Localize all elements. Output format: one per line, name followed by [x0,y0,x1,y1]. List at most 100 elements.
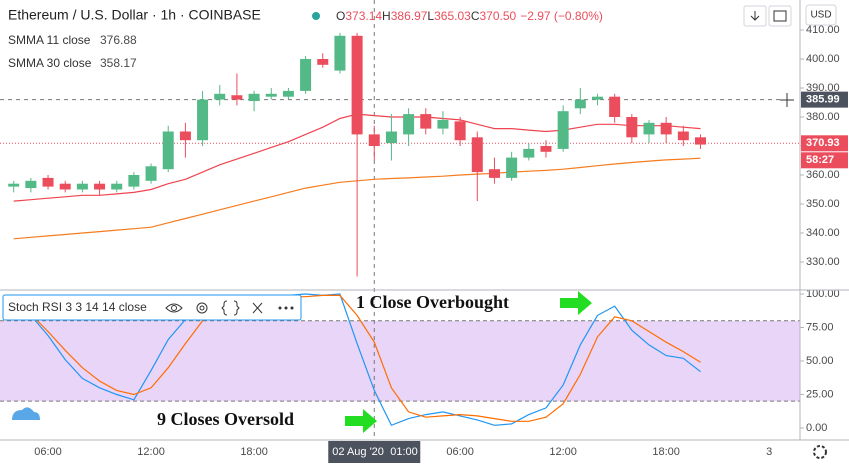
x-tick-label: 01:00 [390,446,418,458]
candle-body [488,169,500,178]
logo [12,407,40,420]
candle-body [59,183,71,190]
y-tick-label: 340.00 [806,227,840,239]
annotation-arrow [345,409,377,433]
candle-body [128,175,140,187]
candle-body [626,117,638,138]
candle-body [506,157,518,178]
y-tick-label: 360.00 [806,169,840,181]
candle-body [403,114,415,135]
candle-body [351,35,363,135]
candle-body [591,96,603,100]
candle-body [574,99,586,109]
last-price-label: 370.93 [806,137,840,149]
candle-body [42,177,54,187]
oscillator-line [13,293,701,427]
more-icon[interactable] [278,306,294,310]
down-icon [750,11,760,21]
y-tick-label: 75.00 [806,321,834,333]
annotation-arrow [560,291,592,315]
candle-body [437,119,449,129]
source-icon[interactable] [221,300,240,316]
ohlc-label: H [382,9,391,23]
candle-body [695,137,706,145]
candle-body [317,59,329,65]
candle-body [111,183,123,190]
add-alert-icon[interactable] [780,93,794,107]
candle-body [145,166,157,181]
ohlc-label: L [427,9,434,23]
candle-body [540,146,552,152]
candle-body [300,59,312,91]
x-tick-label: 12:00 [549,446,577,458]
ohlc-value: 373.14 [345,9,382,23]
candle-body [660,122,672,135]
legend-value: 358.17 [100,56,137,70]
ohlc-value: 365.03 [434,9,471,23]
ohlc-value: 386.97 [391,9,428,23]
crosshair-price-label-box [801,91,848,108]
crosshair-date: 02 Aug '20 [332,446,384,458]
candle-body [420,114,432,129]
x-tick-label: 18:00 [652,446,680,458]
reset-icon [773,10,787,22]
legend-entry: SMMA 11 close [8,33,91,47]
candle-body [334,35,346,71]
candle-body [471,137,483,173]
overbought-oversold-band [0,320,800,402]
ohlc-change: −2.97 (−0.80%) [520,9,603,23]
chart-title: Ethereum / U.S. Dollar · 1h · COINBASE [8,7,261,23]
annotation: 9 Closes Oversold [157,409,294,429]
y-tick-label: 0.00 [806,422,827,434]
bar-countdown-box [801,152,848,169]
candle-body [282,90,294,97]
y-tick-label: 350.00 [806,198,840,210]
candle-body [248,93,260,102]
legend-value: 376.88 [100,33,137,47]
indicator-title: Stoch RSI 3 3 14 14 close [8,300,147,314]
ohlc-summary: O373.14H386.97L365.03C370.50 −2.97 (−0.80… [336,9,603,23]
settings-gear[interactable] [813,445,827,459]
eye-icon[interactable] [165,303,183,313]
remove-icon[interactable] [252,302,263,314]
y-tick-label: 50.00 [806,355,834,367]
candle-body [609,96,621,117]
candle-body [643,122,655,135]
reset-button[interactable] [768,5,792,27]
ohlc-label: C [471,9,480,23]
y-tick-label: 390.00 [806,82,840,94]
last-price-label-box [801,135,848,152]
x-tick-label: 06:00 [446,446,474,458]
x-tick-label: 12:00 [137,446,165,458]
y-tick-label: 380.00 [806,111,840,123]
crosshair-price-label: 385.99 [806,94,840,106]
ohlc-value: 370.50 [479,9,516,23]
candle-body [677,131,689,141]
candle-body [557,111,569,149]
candle-body [265,93,277,97]
candle-body [197,99,209,141]
candle-body [25,180,37,189]
oscillator-line [13,294,701,422]
y-tick-label: 330.00 [806,256,840,268]
candle-body [214,93,226,100]
candle-body [94,183,106,190]
bar-countdown: 58:27 [806,154,834,166]
candle-body [454,121,466,141]
candle-body [179,131,191,141]
x-tick-label: 3 [766,446,772,458]
y-tick-label: 100.00 [806,288,840,300]
legend-entry: SMMA 30 close [8,56,92,70]
currency-button[interactable] [805,4,837,26]
y-tick-label: 25.00 [806,388,834,400]
crosshair-time-box [328,441,421,463]
candle-body [523,148,535,158]
candle-body [162,131,174,170]
settings-icon[interactable] [196,302,208,314]
candle-body [8,183,20,187]
currency-label: USD [810,10,831,21]
ohlc-label: O [336,9,345,23]
